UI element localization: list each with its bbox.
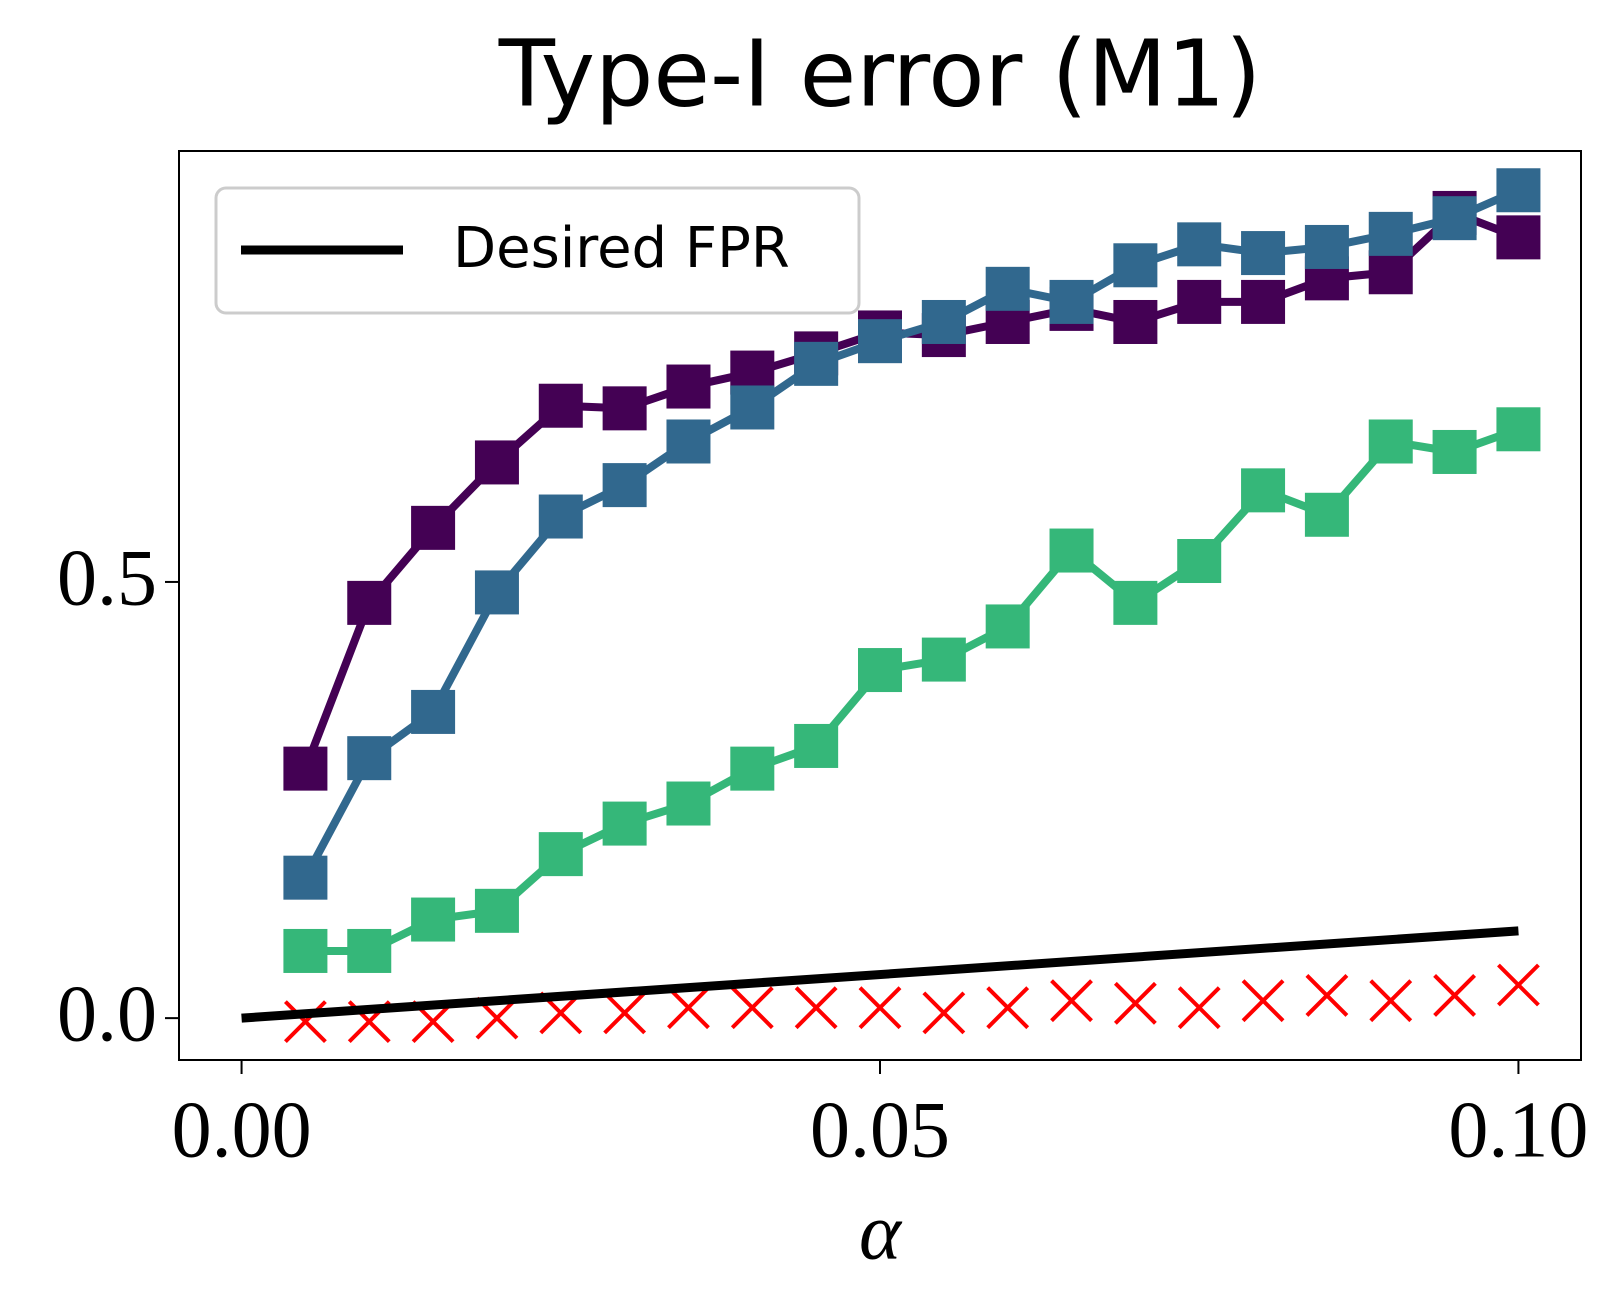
marker: [1369, 979, 1413, 1023]
marker: [1433, 974, 1477, 1017]
marker: [922, 991, 966, 1035]
marker: [1368, 419, 1413, 464]
marker: [666, 364, 711, 409]
marker: [921, 299, 966, 344]
marker: [921, 637, 966, 682]
marker: [1177, 279, 1222, 324]
marker: [538, 832, 583, 877]
marker: [283, 855, 328, 900]
marker: [794, 723, 839, 768]
x-tick-label: 0.05: [810, 1086, 950, 1174]
marker: [1113, 299, 1158, 344]
marker: [538, 383, 583, 428]
marker: [985, 604, 1030, 649]
plot-frame: [178, 150, 1582, 1061]
marker: [666, 781, 711, 826]
marker: [1177, 539, 1222, 584]
marker: [794, 341, 839, 386]
marker: [1241, 979, 1285, 1023]
marker: [602, 463, 647, 508]
marker: [1432, 429, 1477, 474]
marker: [1368, 250, 1413, 295]
marker: [1304, 224, 1349, 269]
marker: [474, 570, 519, 615]
marker: [858, 986, 902, 1030]
marker: [730, 986, 774, 1030]
marker: [1049, 528, 1094, 573]
marker: [667, 986, 710, 1030]
marker: [1305, 974, 1349, 1017]
marker: [985, 266, 1030, 311]
marker: [1432, 196, 1477, 241]
marker: [858, 648, 902, 693]
marker: [1177, 222, 1222, 267]
marker: [602, 386, 647, 431]
marker: [730, 746, 775, 791]
marker: [283, 1000, 327, 1044]
marker: [666, 419, 711, 464]
marker: [411, 505, 456, 550]
marker: [347, 580, 392, 625]
marker: [411, 897, 456, 942]
marker: [347, 928, 392, 973]
legend-label: Desired FPR: [453, 216, 790, 281]
marker: [1177, 986, 1221, 1030]
series-line: [241, 926, 1519, 1023]
x-tick-label: 0.10: [1448, 1086, 1588, 1174]
marker: [1241, 231, 1286, 276]
marker: [858, 319, 902, 364]
marker: [538, 494, 583, 539]
marker: [474, 888, 519, 933]
marker: [730, 385, 775, 430]
marker: [1049, 279, 1094, 324]
marker: [1496, 215, 1541, 260]
marker: [283, 928, 328, 973]
marker: [1113, 981, 1157, 1025]
marker: [603, 991, 647, 1035]
x-axis-label: α: [859, 1188, 903, 1276]
legend-box: [214, 186, 861, 315]
marker: [1496, 407, 1541, 452]
marker: [474, 440, 519, 485]
marker: [1496, 168, 1541, 213]
marker: [283, 746, 328, 791]
marker: [411, 689, 456, 734]
x-tick-label: 0.00: [172, 1086, 312, 1174]
marker: [347, 736, 392, 781]
marker: [794, 986, 838, 1030]
marker: [1113, 580, 1158, 625]
plot-area: [241, 168, 1541, 1044]
marker: [1241, 279, 1286, 324]
marker: [1241, 468, 1286, 513]
marker: [986, 986, 1030, 1030]
chart-title: Type-I error (M1): [498, 20, 1262, 127]
marker: [1497, 963, 1540, 1007]
marker: [1304, 492, 1349, 537]
marker: [602, 801, 647, 846]
y-tick-label: 0.5: [57, 534, 157, 622]
marker: [1113, 243, 1158, 288]
marker: [1050, 979, 1093, 1023]
y-tick-label: 0.0: [57, 970, 157, 1058]
marker: [1368, 211, 1413, 256]
